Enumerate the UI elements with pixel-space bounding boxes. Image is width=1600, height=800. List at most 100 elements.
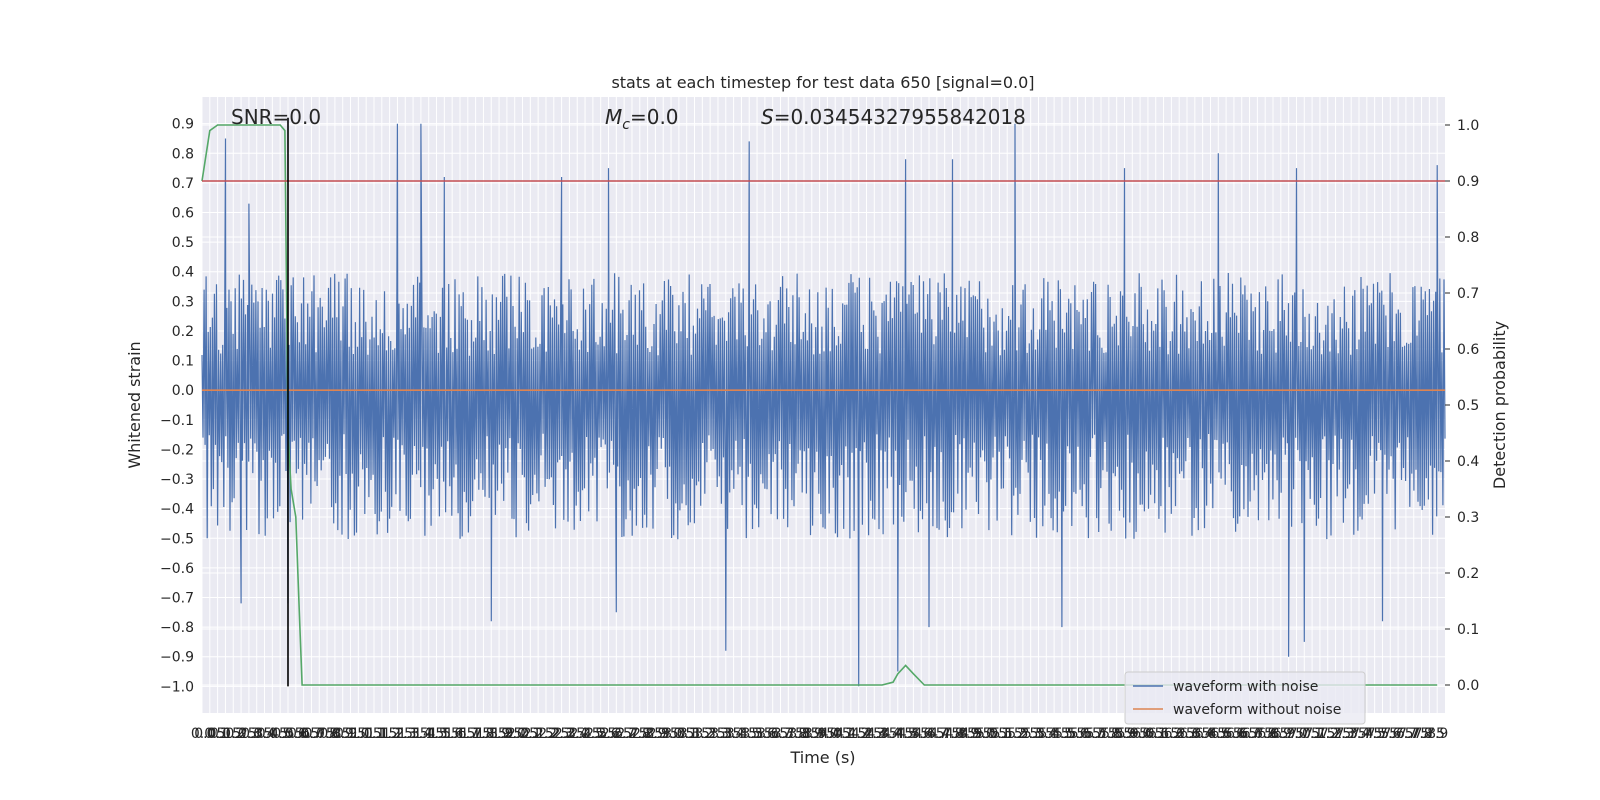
x-tick-label: 3.25: [695, 726, 726, 742]
x-tick-label: 1.45: [413, 726, 444, 742]
series-line-2: [201, 124, 1438, 686]
y-right-tick-label: 0.6: [1457, 342, 1479, 358]
x-tick-label: 0.8: [316, 726, 338, 742]
x-tick-label: 5.4: [1035, 726, 1057, 742]
y-left-tick-label: 0.5: [172, 235, 194, 251]
x-tick-label: 5.25: [1007, 726, 1038, 742]
x-tick-label: 7.25: [1320, 726, 1351, 742]
mc-symbol: M: [605, 105, 622, 129]
x-tick-label: 5.05: [976, 726, 1007, 742]
x-tick-label: 1.75: [460, 726, 491, 742]
x-tick-label: 1.95: [491, 726, 522, 742]
x-tick-label: 0.1: [207, 726, 229, 742]
x-tick-label: 7.6: [1379, 726, 1401, 742]
s-annotation: S=0.03454327955842018: [761, 105, 1026, 129]
x-axis-label: Time (s): [789, 748, 855, 767]
x-tick-label: 2.35: [554, 726, 585, 742]
x-tick-label: 6.6: [1223, 726, 1245, 742]
x-tick-label: 3.65: [757, 726, 788, 742]
x-tick-label: 6.45: [1195, 726, 1226, 742]
x-tick-label: 7.2: [1317, 726, 1339, 742]
y-left-tick-label: 0.2: [172, 324, 194, 340]
x-tick-label: 0.6: [285, 726, 307, 742]
x-tick-label: 4.45: [882, 726, 913, 742]
x-tick-label: 7.8: [1410, 726, 1432, 742]
x-tick-label: 6.55: [1211, 726, 1242, 742]
x-tick-label: 4.95: [960, 726, 991, 742]
x-tick-label: 2.05: [507, 726, 538, 742]
y-left-tick-label: −0.9: [160, 650, 194, 666]
y-left-tick-labels: 0.9 0.8 0.7 0.6 0.5 0.4 0.3 0.2 0.1 0.0 −0.1 −0.2 −0…: [160, 117, 194, 696]
y-axis-label-right: Detection probability: [1490, 321, 1509, 489]
x-tick-label: 5.2: [1004, 726, 1026, 742]
x-tick-label: 6.65: [1226, 726, 1257, 742]
x-tick-label: 1.8: [472, 726, 494, 742]
legend-box: [1124, 671, 1366, 725]
x-tick-label: 4.5: [894, 726, 916, 742]
y-left-tick-label: 0.7: [172, 176, 194, 192]
y-right-tick-label: 0.3: [1457, 510, 1479, 526]
x-tick-label: 2.15: [523, 726, 554, 742]
x-tick-label: 0.3: [238, 726, 260, 742]
x-tick-label: 6.25: [1164, 726, 1195, 742]
x-tick-label: 1.4: [410, 726, 432, 742]
x-tick-label: 0.35: [241, 726, 272, 742]
x-tick-label: 2.6: [597, 726, 619, 742]
x-tick-label: 1.6: [441, 726, 463, 742]
x-tick-label: 0.65: [288, 726, 319, 742]
x-tick-label: 3.85: [788, 726, 819, 742]
y-left-tick-label: 0.8: [172, 146, 194, 162]
x-tick-label: 5.75: [1085, 726, 1116, 742]
x-tick-label: 0.15: [210, 726, 241, 742]
y-left-tick-label: −1.0: [160, 679, 194, 695]
y-right-tick-label: 0.8: [1457, 230, 1479, 246]
series-waveform-with-noise: [201, 123, 1446, 687]
x-tick-label: 1.0: [347, 726, 369, 742]
x-tick-label: 2.2: [535, 726, 557, 742]
x-tick-label: 3.3: [707, 726, 729, 742]
x-tick-label: 2.8: [629, 726, 651, 742]
x-tick-label: 3.15: [679, 726, 710, 742]
x-tick-label: 0.45: [257, 726, 288, 742]
x-tick-label: 4.7: [926, 726, 948, 742]
x-tick-label: 3.2: [691, 726, 713, 742]
x-tick-label: 6.2: [1160, 726, 1182, 742]
x-tick-label: 5.5: [1051, 726, 1073, 742]
x-tick-label: 7.1: [1301, 726, 1323, 742]
x-tick-label: 5.65: [1070, 726, 1101, 742]
y-right-tick-label: 0.4: [1457, 454, 1479, 470]
snr-annotation: SNR=0.0: [231, 105, 321, 129]
y-left-tick-label: 0.6: [172, 206, 194, 222]
x-tick-label: 0.0: [191, 726, 213, 742]
x-tick-label: 4.35: [867, 726, 898, 742]
x-tick-label: 1.15: [366, 726, 397, 742]
x-tick-label: 7.85: [1414, 726, 1445, 742]
x-tick-label: 6.1: [1145, 726, 1167, 742]
x-tick-label: 4.05: [820, 726, 851, 742]
x-tick-label: 1.5: [425, 726, 447, 742]
x-tick-label: 1.35: [397, 726, 428, 742]
x-tick-label: 3.9: [801, 726, 823, 742]
y-right-tick-label: 0.7: [1457, 286, 1479, 302]
x-tick-label: 2.0: [504, 726, 526, 742]
y-left-tick-label: −0.2: [160, 442, 194, 458]
x-tick-label: 7.0: [1285, 726, 1307, 742]
x-tick-label: 0.5: [269, 726, 291, 742]
x-tick-label: 5.1: [988, 726, 1010, 742]
x-tick-label: 7.75: [1398, 726, 1429, 742]
s-value: =0.03454327955842018: [774, 105, 1026, 129]
x-tick-label: 6.7: [1238, 726, 1260, 742]
x-tick-label: 3.05: [663, 726, 694, 742]
x-tick-label: 3.45: [726, 726, 757, 742]
y-left-tick-label: 0.1: [172, 354, 194, 370]
x-tick-label: 7.3: [1332, 726, 1354, 742]
x-tick-label: 1.9: [488, 726, 510, 742]
x-tick-label: 5.6: [1066, 726, 1088, 742]
x-tick-label: 3.4: [722, 726, 744, 742]
x-tick-labels: 0.00.050.10.150.20.250.30.350.40.450.50.…: [191, 726, 1448, 742]
x-tick-label: 4.1: [832, 726, 854, 742]
x-tick-label: 6.4: [1192, 726, 1214, 742]
x-tick-label: 6.5: [1207, 726, 1229, 742]
x-tick-label: 2.95: [648, 726, 679, 742]
x-tick-label: 6.35: [1179, 726, 1210, 742]
